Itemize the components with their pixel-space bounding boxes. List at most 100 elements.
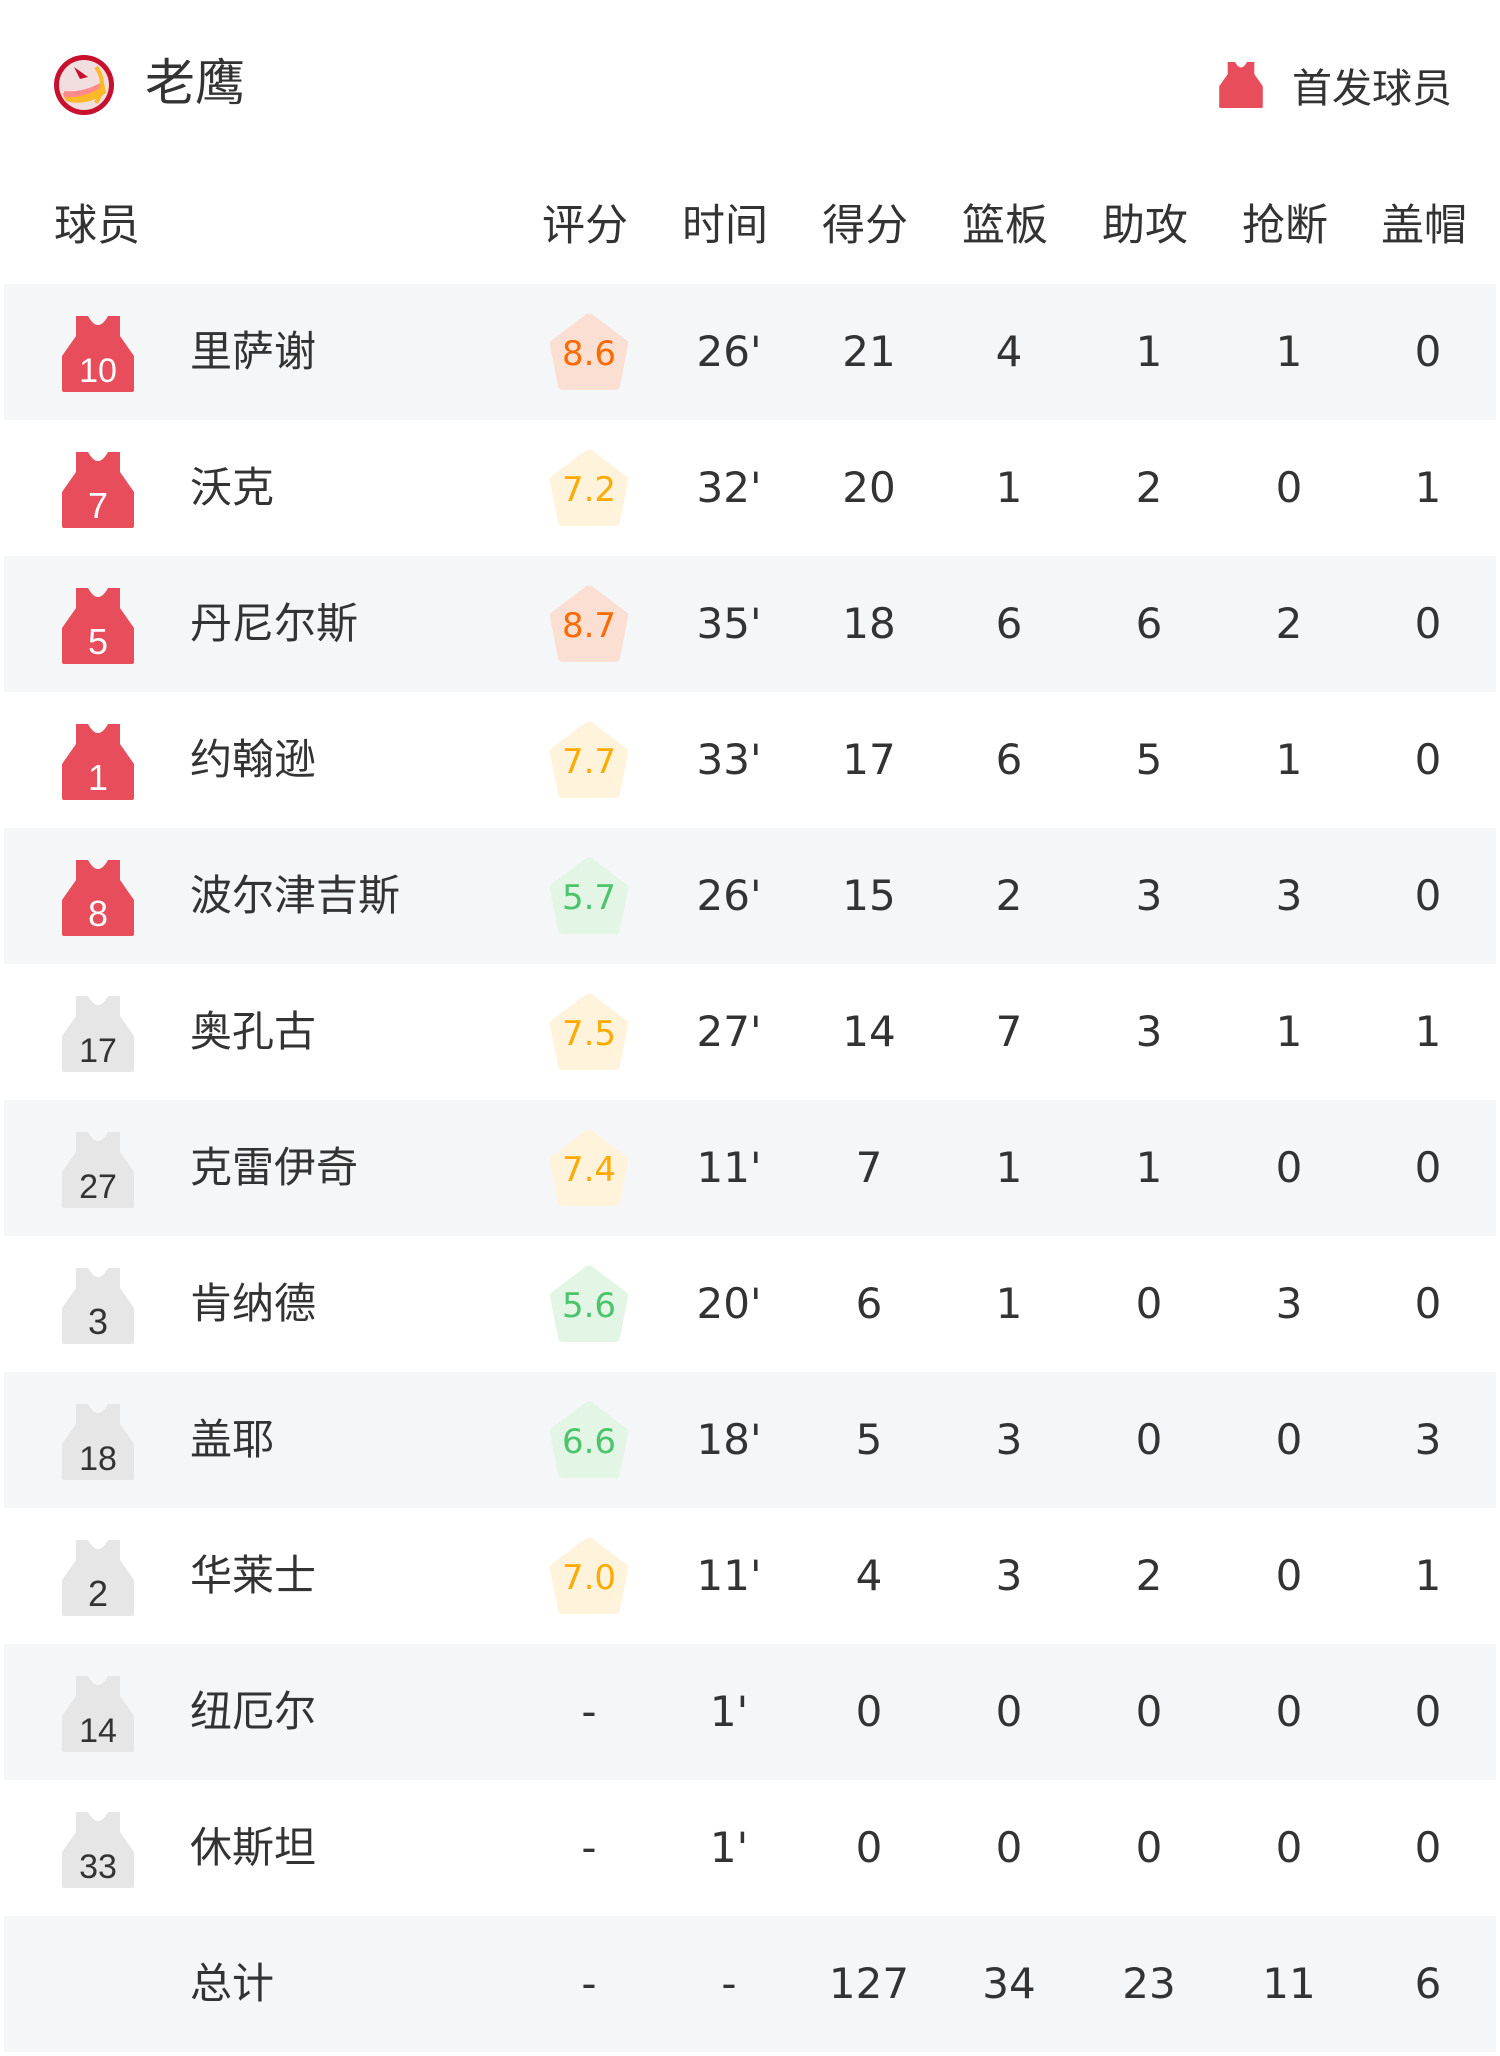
stat-stl: 3 bbox=[1275, 1279, 1303, 1328]
jersey-number: 7 bbox=[88, 485, 108, 526]
player-row[interactable]: 18 盖耶 6.6 18' 5 3 0 0 3 bbox=[4, 1372, 1496, 1508]
stat-reb: 1 bbox=[995, 463, 1023, 512]
column-header-rebounds[interactable]: 篮板 bbox=[962, 201, 1048, 251]
stat-reb: 1 bbox=[995, 1143, 1023, 1192]
team-header: 老鹰 首发球员 bbox=[0, 0, 1500, 170]
rating-badge: 8.7 bbox=[548, 584, 630, 664]
stat-time: 1' bbox=[709, 1823, 749, 1872]
jersey-number: 3 bbox=[88, 1301, 108, 1342]
legend-label: 首发球员 bbox=[1292, 66, 1452, 112]
bench-jersey-icon: 33 bbox=[62, 1812, 134, 1888]
bench-jersey-icon: 2 bbox=[62, 1540, 134, 1616]
rating-badge: 8.6 bbox=[548, 312, 630, 392]
player-row[interactable]: 17 奥孔古 7.5 27' 14 7 3 1 1 bbox=[4, 964, 1496, 1100]
stat-pts: 14 bbox=[842, 1007, 896, 1056]
jersey-number: 1 bbox=[88, 757, 108, 798]
column-header-assists[interactable]: 助攻 bbox=[1102, 201, 1188, 251]
stat-stl: 0 bbox=[1275, 1143, 1303, 1192]
player-row[interactable]: 1 约翰逊 7.7 33' 17 6 5 1 0 bbox=[4, 692, 1496, 828]
stat-time: 33' bbox=[696, 735, 762, 784]
stat-pts: 17 bbox=[842, 735, 896, 784]
pentagon-icon bbox=[549, 993, 629, 1070]
column-header-row: 球员 评分 时间 得分 篮板 助攻 抢断 盖帽 bbox=[0, 186, 1500, 266]
stat-stl: 2 bbox=[1275, 599, 1303, 648]
stat-ast: 2 bbox=[1135, 1551, 1163, 1600]
bench-jersey-icon: 17 bbox=[62, 996, 134, 1072]
stat-stl: 0 bbox=[1275, 1415, 1303, 1464]
jersey-number: 17 bbox=[79, 1032, 117, 1070]
stat-ast: 5 bbox=[1135, 735, 1163, 784]
stat-time: 32' bbox=[696, 463, 762, 512]
jersey-number: 27 bbox=[79, 1168, 117, 1206]
rating-badge: 7.2 bbox=[548, 448, 630, 528]
totals-row: 总计 - - 127 34 23 11 6 bbox=[4, 1916, 1496, 2052]
player-name[interactable]: 纽厄尔 bbox=[190, 1687, 317, 1736]
player-row[interactable]: 14 纽厄尔 - 1' 0 0 0 0 0 bbox=[4, 1644, 1496, 1780]
jersey-number: 10 bbox=[79, 352, 117, 390]
stat-pts: 6 bbox=[855, 1279, 883, 1328]
player-row[interactable]: 7 沃克 7.2 32' 20 1 2 0 1 bbox=[4, 420, 1496, 556]
stat-blk: 6 bbox=[1414, 1959, 1442, 2008]
stat-stl: 0 bbox=[1275, 463, 1303, 512]
stat-pts: 4 bbox=[855, 1551, 883, 1600]
player-name[interactable]: 里萨谢 bbox=[190, 327, 317, 376]
rating-value: 7.4 bbox=[561, 1150, 617, 1190]
stat-time: 18' bbox=[696, 1415, 762, 1464]
stat-ast: 2 bbox=[1135, 463, 1163, 512]
player-name[interactable]: 克雷伊奇 bbox=[190, 1143, 359, 1192]
player-name[interactable]: 盖耶 bbox=[190, 1415, 275, 1464]
player-name[interactable]: 丹尼尔斯 bbox=[190, 599, 359, 648]
rating-badge: 7.5 bbox=[548, 992, 630, 1072]
rating-value: 7.2 bbox=[561, 470, 617, 510]
stat-blk: 1 bbox=[1414, 1551, 1442, 1600]
rating-value: 6.6 bbox=[561, 1422, 617, 1462]
player-row[interactable]: 3 肯纳德 5.6 20' 6 1 0 3 0 bbox=[4, 1236, 1496, 1372]
player-stats-table: 10 里萨谢 8.6 26' 21 4 1 1 0 7 沃克 7.2 32' 20 1 2 0 1 5 丹尼尔… bbox=[0, 284, 1500, 2052]
pentagon-icon bbox=[549, 1129, 629, 1206]
stat-time: 11' bbox=[696, 1143, 762, 1192]
rating-badge: 6.6 bbox=[548, 1400, 630, 1480]
player-name[interactable]: 休斯坦 bbox=[190, 1823, 317, 1872]
player-row[interactable]: 2 华莱士 7.0 11' 4 3 2 0 1 bbox=[4, 1508, 1496, 1644]
player-row[interactable]: 8 波尔津吉斯 5.7 26' 15 2 3 3 0 bbox=[4, 828, 1496, 964]
player-name[interactable]: 约翰逊 bbox=[190, 735, 317, 784]
starter-jersey-icon: 8 bbox=[62, 860, 134, 936]
stat-pts: 5 bbox=[855, 1415, 883, 1464]
rating-value: 5.6 bbox=[561, 1286, 617, 1326]
player-name[interactable]: 沃克 bbox=[190, 463, 275, 512]
bench-jersey-icon: 3 bbox=[62, 1268, 134, 1344]
pentagon-icon bbox=[549, 1265, 629, 1342]
stat-ast: 23 bbox=[1122, 1959, 1176, 2008]
stat-pts: 127 bbox=[828, 1959, 910, 2008]
stat-time: 11' bbox=[696, 1551, 762, 1600]
pentagon-icon bbox=[549, 313, 629, 390]
column-header-rating[interactable]: 评分 bbox=[542, 201, 628, 251]
player-name[interactable]: 奥孔古 bbox=[190, 1007, 317, 1056]
stat-ast: 0 bbox=[1135, 1823, 1163, 1872]
stat-pts: 18 bbox=[842, 599, 896, 648]
rating-badge: 7.0 bbox=[548, 1536, 630, 1616]
column-header-points[interactable]: 得分 bbox=[822, 201, 908, 251]
stat-stl: 0 bbox=[1275, 1687, 1303, 1736]
column-header-blocks[interactable]: 盖帽 bbox=[1381, 201, 1467, 251]
player-row[interactable]: 5 丹尼尔斯 8.7 35' 18 6 6 2 0 bbox=[4, 556, 1496, 692]
stat-stl: 1 bbox=[1275, 735, 1303, 784]
player-row[interactable]: 33 休斯坦 - 1' 0 0 0 0 0 bbox=[4, 1780, 1496, 1916]
rating-value: 7.7 bbox=[561, 742, 617, 782]
starter-jersey-icon: 1 bbox=[62, 724, 134, 800]
player-name[interactable]: 波尔津吉斯 bbox=[190, 871, 401, 920]
player-row[interactable]: 10 里萨谢 8.6 26' 21 4 1 1 0 bbox=[4, 284, 1496, 420]
player-name[interactable]: 华莱士 bbox=[190, 1551, 317, 1600]
stat-stl: 11 bbox=[1262, 1959, 1316, 2008]
player-row[interactable]: 27 克雷伊奇 7.4 11' 7 1 1 0 0 bbox=[4, 1100, 1496, 1236]
column-header-steals[interactable]: 抢断 bbox=[1242, 201, 1328, 251]
jersey-number: 33 bbox=[79, 1848, 117, 1886]
stat-reb: 6 bbox=[995, 599, 1023, 648]
stat-reb: 3 bbox=[995, 1551, 1023, 1600]
jersey-icon bbox=[1219, 62, 1263, 108]
column-header-time[interactable]: 时间 bbox=[682, 201, 768, 251]
stat-stl: 3 bbox=[1275, 871, 1303, 920]
player-name[interactable]: 肯纳德 bbox=[190, 1279, 317, 1328]
rating-badge: 5.6 bbox=[548, 1264, 630, 1344]
stat-reb: 2 bbox=[995, 871, 1023, 920]
